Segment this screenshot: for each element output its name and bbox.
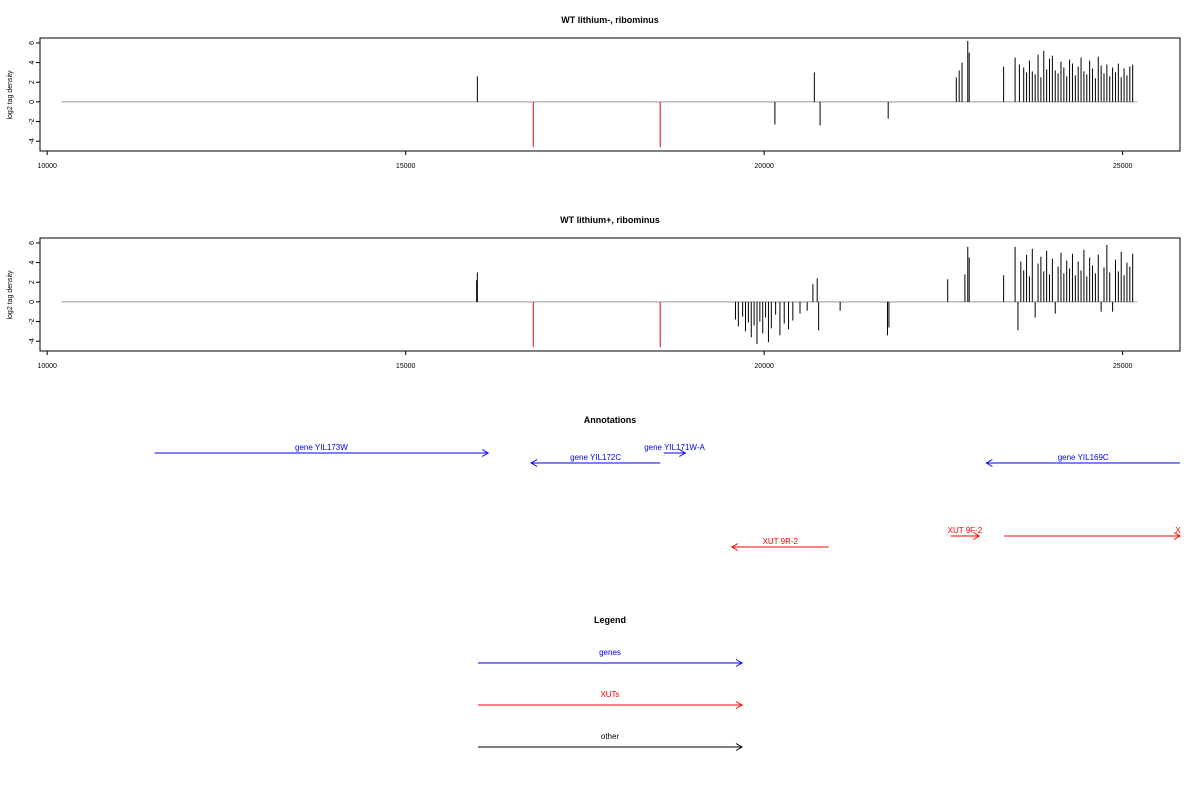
annotations-title: Annotations (584, 415, 637, 425)
x-tick-label: 25000 (1113, 363, 1133, 370)
annotation-label: gene YIL171W-A (644, 443, 705, 452)
legend-title: Legend (594, 615, 626, 625)
y-tick-label: -2 (29, 118, 36, 124)
panel-title: WT lithium+, ribominus (560, 215, 660, 225)
arrow-head (972, 532, 981, 540)
y-tick-label: 0 (29, 300, 36, 304)
y-tick-label: 6 (29, 41, 36, 45)
arrow-head (679, 449, 687, 457)
axes: -4 -2 0 2 4 6 10000 15000 20000 25000 (29, 241, 1132, 370)
legend-label: genes (599, 648, 621, 657)
arrow-head (481, 449, 490, 457)
arrow-head (735, 743, 743, 751)
x-tick-label: 25000 (1113, 163, 1133, 170)
marks (61, 244, 1137, 348)
annotation-label: gene YIL169C (1058, 453, 1109, 462)
annotation-label: gene YIL173W (295, 443, 348, 452)
x-tick-label: 20000 (754, 363, 774, 370)
y-tick-label: -4 (29, 138, 36, 144)
x-tick-label: 10000 (37, 363, 57, 370)
x-tick-label: 15000 (396, 163, 416, 170)
arrow-head (735, 701, 743, 709)
legend-label: other (601, 732, 620, 741)
y-tick-label: 4 (29, 261, 36, 265)
annotation-label: gene YIL172C (570, 453, 621, 462)
axes: -4 -2 0 2 4 6 10000 15000 20000 25000 (29, 41, 1132, 170)
legend-label: XUTs (600, 690, 619, 699)
panel-title: WT lithium-, ribominus (561, 15, 659, 25)
top-panel: WT lithium-, ribominus log2 tag density … (7, 15, 1181, 170)
arrow-head (985, 459, 993, 467)
y-tick-label: 2 (29, 280, 36, 284)
marks (61, 40, 1137, 148)
plot-frame (39, 37, 1181, 152)
arrow-head (730, 543, 739, 551)
legend-panel: Legend genes XUTs other (478, 615, 743, 751)
annotation-label: X (1175, 526, 1181, 535)
y-tick-label: -2 (29, 318, 36, 324)
x-tick-label: 20000 (754, 163, 774, 170)
y-tick-label: 0 (29, 100, 36, 104)
x-tick-label: 10000 (37, 163, 57, 170)
legend-items: genes XUTs other (478, 648, 743, 751)
plot-frame (39, 237, 1181, 352)
annotation-items: gene YIL173W gene YIL172C gene YIL171W-A ge… (154, 443, 1181, 551)
y-tick-label: 6 (29, 241, 36, 245)
y-tick-label: -4 (29, 338, 36, 344)
y-axis-label: log2 tag density (7, 270, 14, 320)
annotation-label: XUT 9R-2 (763, 537, 799, 546)
arrow-head (735, 659, 743, 667)
arrow-head (530, 459, 538, 467)
y-tick-label: 2 (29, 80, 36, 84)
y-axis-label: log2 tag density (7, 70, 14, 120)
annotation-label: XUT 9F-2 (948, 526, 983, 535)
arrow-head (1173, 532, 1181, 540)
y-tick-label: 4 (29, 61, 36, 65)
middle-panel: WT lithium+, ribominus log2 tag density … (7, 215, 1181, 370)
x-tick-label: 15000 (396, 363, 416, 370)
